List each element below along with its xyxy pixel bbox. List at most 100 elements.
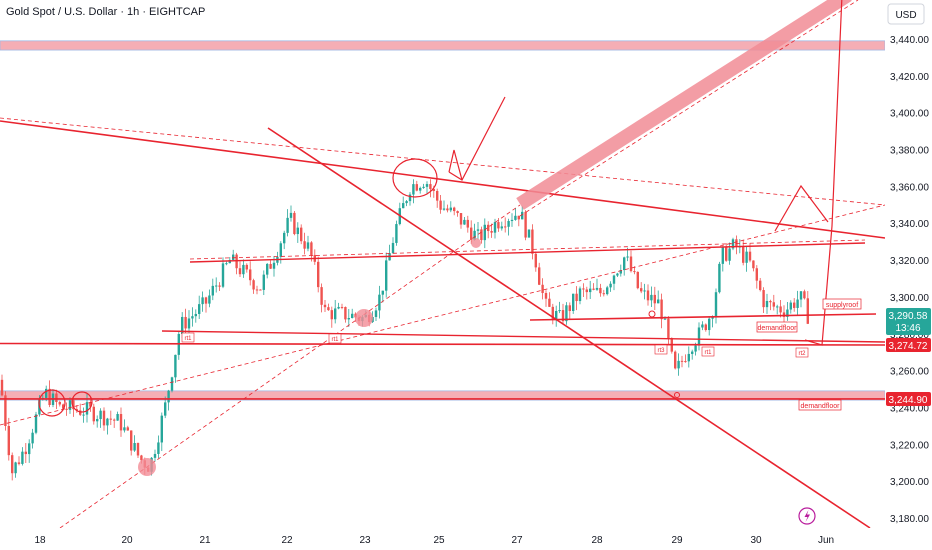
candle-body — [507, 221, 510, 227]
candle-body — [306, 242, 310, 249]
candle-body — [323, 304, 327, 308]
candle-body — [283, 232, 286, 244]
candle-body — [34, 414, 38, 433]
candle-body — [89, 402, 92, 407]
candle-body — [320, 287, 323, 305]
candle-body — [609, 283, 612, 288]
demandfloor-label: demandfloor — [756, 321, 798, 333]
candle-body — [405, 201, 408, 204]
candle-body — [572, 293, 575, 312]
candle-body — [327, 307, 330, 311]
band-dashed — [519, 0, 859, 217]
steep-downtrend — [267, 127, 871, 529]
currency-badge[interactable]: USD — [887, 3, 925, 25]
candle-body — [558, 310, 561, 312]
candle-body — [174, 354, 177, 378]
candle-body — [704, 324, 707, 331]
candle-body — [157, 442, 160, 454]
candle-body — [687, 353, 690, 362]
candle-body — [184, 316, 187, 329]
candle-body — [221, 263, 225, 287]
y-tick-label: 3,440.00 — [890, 35, 929, 46]
candle-body — [728, 248, 731, 261]
candle-body — [748, 251, 752, 261]
x-tick-label: 29 — [671, 535, 683, 546]
tag-box — [181, 332, 195, 343]
candle-body — [650, 294, 653, 301]
candle-body — [663, 318, 667, 320]
channel-top — [189, 242, 866, 263]
candle-body — [660, 299, 663, 320]
y-tick-label: 3,280.00 — [890, 330, 929, 341]
candle-body — [463, 219, 466, 225]
candle-body — [334, 308, 337, 320]
tag-label: rt1 — [704, 350, 712, 356]
candle-body — [786, 309, 789, 317]
candle-body — [643, 290, 646, 292]
candle-body — [691, 351, 694, 354]
flash-icon[interactable] — [798, 507, 816, 525]
y-tick-label: 3,200.00 — [890, 477, 929, 488]
candle-body — [667, 318, 670, 339]
candle-body — [752, 260, 755, 269]
candle-body — [24, 451, 27, 455]
candle-body — [504, 226, 507, 228]
candle-body — [300, 227, 303, 242]
candle-body — [589, 288, 592, 293]
candle-body — [412, 184, 415, 195]
tag-label: rt3 — [657, 348, 665, 354]
candle-body — [242, 264, 245, 275]
candle-body — [534, 253, 537, 268]
candle-body — [160, 415, 163, 443]
candle-body — [487, 224, 490, 232]
y-tick-label: 3,300.00 — [890, 293, 929, 304]
candle-body — [130, 430, 133, 451]
candle-body — [330, 310, 333, 320]
candle-body — [538, 267, 541, 285]
y-tick-label: 3,420.00 — [890, 72, 929, 83]
candle-body — [289, 212, 293, 218]
candle-body — [17, 462, 21, 464]
touch-point — [648, 310, 656, 318]
candle-body — [58, 402, 61, 405]
y-tick-label: 3,220.00 — [890, 440, 929, 451]
price-axis[interactable]: 3,180.00 3,200.00 3,220.00 3,240.00 3,260.00… — [885, 0, 932, 550]
candle-body — [595, 287, 599, 290]
candle-body — [694, 345, 697, 352]
candle-body — [500, 226, 503, 229]
x-tick-label: 28 — [591, 535, 603, 546]
candle-body — [640, 288, 643, 292]
touch-point — [674, 392, 680, 398]
candle-body — [548, 298, 551, 307]
descending-resistance-dashed — [0, 117, 886, 206]
y-tick-label: 3,240.00 — [890, 403, 929, 414]
candle-body — [21, 451, 24, 464]
candle-body — [674, 351, 677, 369]
level-line-3274 — [0, 342, 886, 346]
demandfloor-line — [529, 313, 877, 321]
candle-body — [55, 393, 58, 403]
candle-body — [619, 270, 622, 274]
candle-body — [480, 229, 483, 241]
candle-body — [79, 410, 82, 415]
candle-body — [198, 304, 201, 314]
candle-body — [133, 443, 136, 451]
candle-body — [419, 187, 422, 191]
tag-label: rt2 — [798, 351, 806, 357]
candle-body — [215, 285, 218, 287]
candle-body — [31, 432, 34, 444]
candle-body — [514, 215, 517, 220]
tag-markers: rt1 rt1 rt3 rt1 rt2 — [181, 332, 809, 358]
candle-body — [296, 227, 299, 235]
candle-body — [473, 230, 476, 240]
time-axis[interactable]: 18 20 21 22 23 25 27 28 29 30 Jun — [0, 528, 885, 550]
supplyroof-label: supplyroof — [822, 298, 862, 310]
candle-body — [225, 263, 228, 265]
svg-text:demandfloor: demandfloor — [758, 325, 798, 332]
channel-top-dashed — [189, 239, 866, 260]
x-tick-label: 25 — [433, 535, 445, 546]
level-badge-upper: 3,274.72 — [886, 338, 931, 352]
candle-body — [565, 305, 568, 322]
candle-body — [524, 211, 527, 238]
